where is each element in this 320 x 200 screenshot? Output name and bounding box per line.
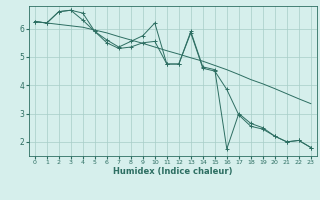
X-axis label: Humidex (Indice chaleur): Humidex (Indice chaleur) (113, 167, 233, 176)
